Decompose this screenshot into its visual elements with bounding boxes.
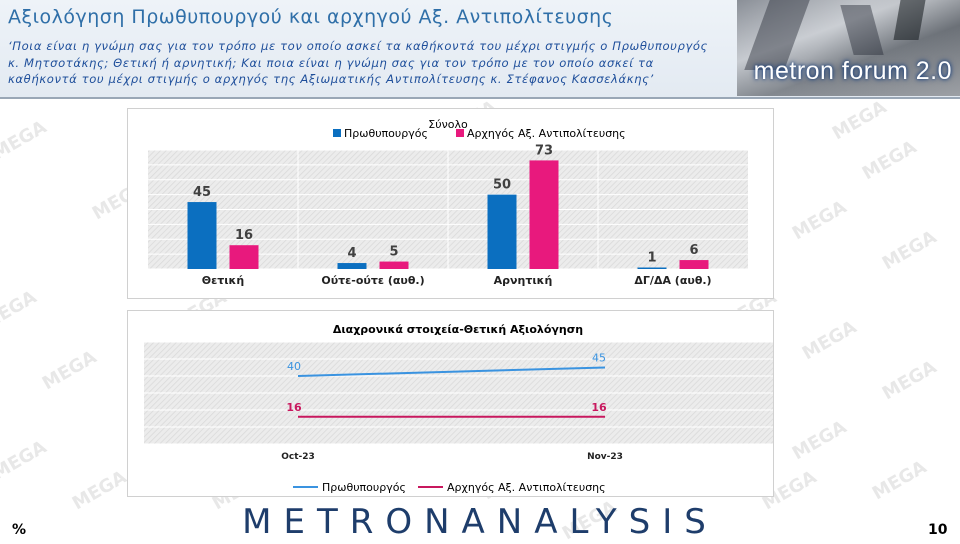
- bar-chart-panel: Σύνολο Πρωθυπουργός Αρχηγός Αξ. Αντιπολίτε…: [127, 108, 774, 299]
- bar: [187, 202, 217, 269]
- page-title: Αξιολόγηση Πρωθυπουργού και αρχηγού Αξ. …: [8, 6, 614, 28]
- watermark-text: MEGA: [0, 286, 41, 335]
- chart-title: Διαχρονικά στοιχεία-Θετική Αξιολόγηση: [333, 323, 583, 336]
- watermark-text: MEGA: [868, 456, 931, 505]
- legend-label: Πρωθυπουργός: [344, 127, 428, 140]
- data-label: 16: [235, 228, 253, 243]
- x-tick-label: Nov-23: [587, 452, 623, 462]
- data-label: 45: [193, 185, 211, 200]
- metron-analysis-logo: METRONANALYSIS: [242, 502, 718, 542]
- legend-label: Πρωθυπουργός: [322, 481, 406, 494]
- bar: [229, 245, 259, 269]
- watermark-text: MEGA: [878, 226, 941, 275]
- header-bar: Αξιολόγηση Πρωθυπουργού και αρχηγού Αξ. …: [0, 0, 960, 99]
- bar: [637, 267, 667, 269]
- watermark-text: MEGA: [38, 346, 101, 395]
- watermark-text: MEGA: [0, 436, 51, 485]
- data-label: 73: [535, 143, 553, 158]
- category-label: Αρνητική: [494, 274, 553, 287]
- watermark-text: MEGA: [0, 116, 51, 165]
- series-line: [297, 366, 606, 377]
- forum-label: metron forum 2.0: [753, 57, 952, 85]
- category-label: ΔΓ/ΔΑ (αυθ.): [634, 274, 711, 287]
- percent-symbol: %: [12, 522, 27, 538]
- data-label: 1: [647, 251, 656, 266]
- data-label: 16: [286, 401, 302, 414]
- watermark-text: MEGA: [828, 96, 891, 145]
- data-label: 5: [389, 245, 398, 260]
- line-chart-panel: Διαχρονικά στοιχεία-Θετική Αξιολόγηση Oct…: [127, 310, 774, 497]
- line-chart: Διαχρονικά στοιχεία-Θετική Αξιολόγηση Oct…: [144, 323, 774, 494]
- legend-swatch: [333, 129, 341, 137]
- x-tick-label: Oct-23: [281, 452, 315, 462]
- bar: [379, 261, 409, 269]
- category-label: Ούτε-ούτε (αυθ.): [321, 274, 424, 287]
- metron-forum-logo: metron forum 2.0: [737, 0, 960, 96]
- legend-label: Αρχηγός Αξ. Αντιπολίτευσης: [447, 481, 606, 494]
- bar: [529, 160, 559, 269]
- watermark-text: MEGA: [788, 416, 851, 465]
- legend-label: Αρχηγός Αξ. Αντιπολίτευσης: [467, 127, 626, 140]
- page-number: 10: [928, 522, 948, 538]
- bar: [679, 260, 709, 269]
- data-label: 6: [689, 243, 698, 258]
- data-label: 45: [592, 352, 606, 365]
- watermark-text: MEGA: [798, 316, 861, 365]
- chart-title: Σύνολο: [428, 118, 468, 131]
- data-label: 40: [287, 360, 301, 373]
- bar: [337, 263, 367, 269]
- legend-swatch: [456, 129, 464, 137]
- watermark-text: MEGA: [788, 196, 851, 245]
- category-label: Θετική: [202, 274, 244, 287]
- data-label: 50: [493, 178, 511, 193]
- watermark-text: MEGA: [878, 356, 941, 405]
- question-text: ‘Ποια είναι η γνώμη σας για τον τρόπο με…: [8, 39, 708, 86]
- data-label: 4: [347, 246, 356, 261]
- bar: [487, 194, 517, 269]
- data-label: 16: [591, 401, 607, 414]
- watermark-text: MEGA: [858, 136, 921, 185]
